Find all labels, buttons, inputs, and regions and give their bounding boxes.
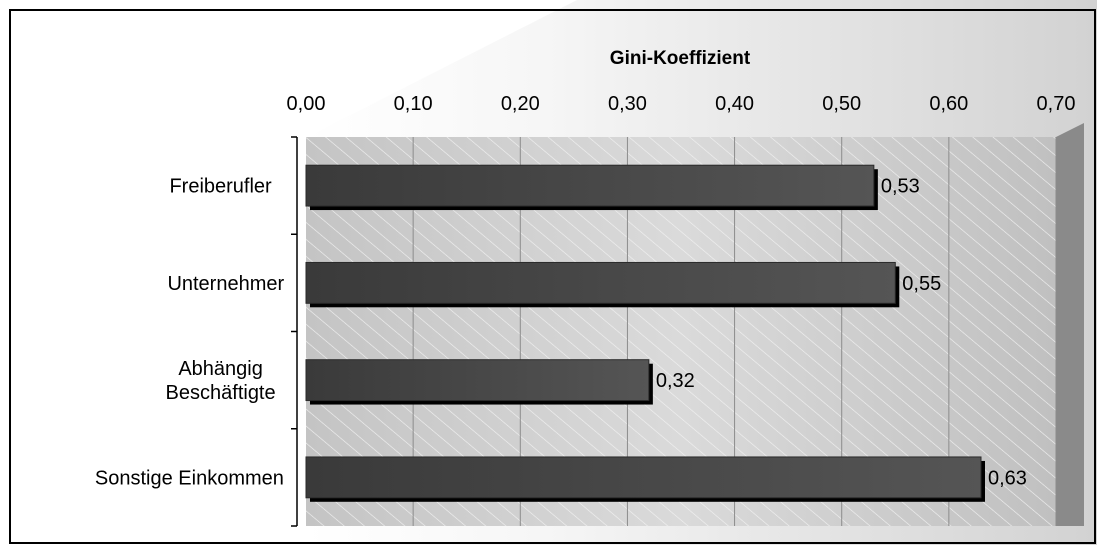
x-tick-label: 0,40 — [715, 93, 754, 115]
x-tick-label: 0,50 — [822, 93, 861, 115]
data-label: 0,53 — [881, 176, 920, 198]
data-label: 0,63 — [988, 467, 1027, 489]
bar — [305, 456, 982, 499]
bar — [305, 359, 650, 402]
x-tick-label: 0,00 — [287, 93, 326, 115]
plot-shadow — [1056, 123, 1084, 526]
category-label: Unternehmer — [167, 273, 284, 295]
data-label: 0,55 — [902, 273, 941, 295]
category-label-line: Unternehmer — [167, 273, 284, 295]
x-tick-label: 0,60 — [929, 93, 968, 115]
x-tick-label: 0,70 — [1037, 93, 1076, 115]
x-tick-label: 0,10 — [394, 93, 433, 115]
category-label: Sonstige Einkommen — [95, 467, 284, 489]
category-label-line: Beschäftigte — [166, 382, 276, 404]
x-tick-label: 0,30 — [608, 93, 647, 115]
category-label: Freiberufler — [169, 176, 272, 198]
chart-title: Gini-Koeffizient — [610, 48, 751, 69]
chart-frame — [9, 9, 1096, 544]
category-label-line: Freiberufler — [169, 176, 272, 198]
bar — [305, 261, 896, 304]
category-label-line: Sonstige Einkommen — [95, 467, 284, 489]
category-label: Abhängig Beschäftigte — [166, 358, 276, 404]
category-label-line: Abhängig — [178, 358, 263, 380]
bar — [305, 164, 875, 207]
x-tick-label: 0,20 — [501, 93, 540, 115]
data-label: 0,32 — [656, 370, 695, 392]
